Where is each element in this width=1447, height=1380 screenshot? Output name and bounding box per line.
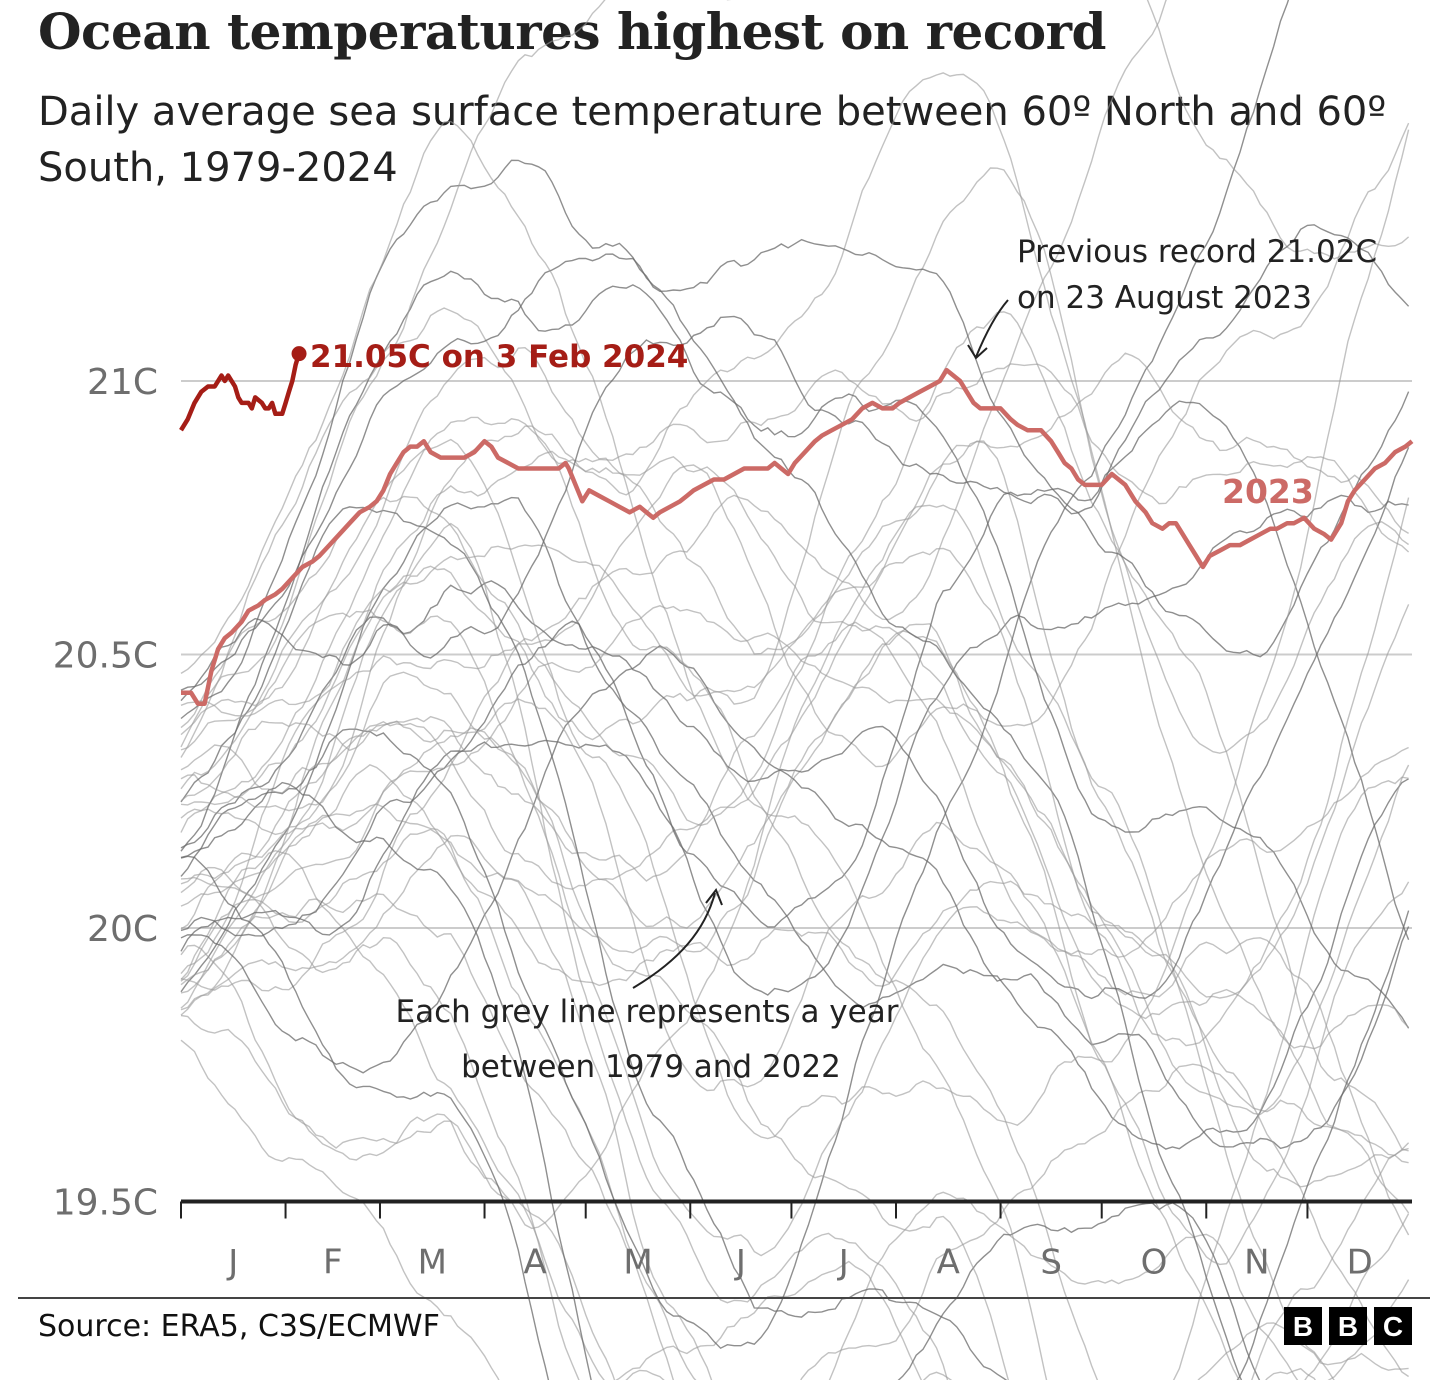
- bbc-logo-letter: B: [1329, 1307, 1367, 1345]
- series-line-2023: [181, 367, 1414, 706]
- bbc-logo-letter: B: [1284, 1307, 1322, 1345]
- historical-line: [180, 0, 1290, 1350]
- historical-line: [180, 0, 1167, 992]
- x-tick-label: J: [226, 1243, 238, 1283]
- y-tick-label: 20C: [87, 909, 158, 950]
- historical-line: [180, 781, 1410, 1380]
- historical-line: [180, 609, 1409, 1257]
- bbc-logo: B B C: [1284, 1307, 1412, 1345]
- historical-line: [180, 253, 1243, 1380]
- historical-line: [180, 120, 1409, 1380]
- arrow-previous-record-head: [967, 344, 988, 360]
- historical-line: [180, 698, 1240, 1380]
- x-tick-label: A: [937, 1243, 960, 1283]
- historical-line: [180, 671, 1010, 1380]
- y-tick-label: 19.5C: [53, 1183, 158, 1224]
- label-2023: 2023: [1222, 472, 1314, 511]
- historical-line: [180, 764, 1410, 1188]
- historical-line: [180, 855, 1261, 1380]
- historical-line: [180, 630, 1410, 1266]
- historical-line: [180, 1039, 1410, 1380]
- x-tick-label: M: [418, 1243, 447, 1283]
- historical-line: [180, 849, 665, 1380]
- historical-lines: [180, 0, 1410, 1380]
- annotation-previous-record-line1: Previous record 21.02C: [1017, 234, 1377, 270]
- x-tick-label: M: [623, 1243, 652, 1283]
- historical-line: [180, 506, 1008, 1380]
- arrow-previous-record: [975, 299, 1009, 358]
- x-tick-label: S: [1040, 1243, 1062, 1283]
- historical-line: [180, 866, 1409, 1380]
- record-point-2024: [291, 346, 307, 362]
- historical-line: [180, 623, 1410, 1116]
- historical-line: [180, 346, 1410, 1050]
- historical-line: [180, 522, 949, 1380]
- historical-line: [180, 893, 953, 1380]
- x-tick-label: J: [837, 1243, 849, 1283]
- x-tick-label: A: [523, 1243, 546, 1283]
- historical-line: [180, 803, 1410, 1380]
- historical-line: [180, 307, 1410, 758]
- historical-line: [180, 425, 1409, 1378]
- historical-line: [180, 400, 1410, 940]
- y-tick-label: 20.5C: [53, 636, 158, 677]
- series-line-2024: [179, 352, 302, 432]
- historical-line: [180, 122, 1410, 975]
- historical-line: [180, 834, 1409, 1380]
- y-axis-labels: 21C 20.5C 20C 19.5C: [53, 362, 158, 1224]
- arrow-grey-lines-head: [705, 887, 723, 906]
- y-tick-label: 21C: [87, 362, 158, 403]
- historical-line: [180, 224, 1410, 702]
- annotation-grey-lines-line1: Each grey line represents a year: [396, 994, 899, 1030]
- historical-line: [180, 72, 1410, 1214]
- chart-title: Ocean temperatures highest on record: [38, 2, 1106, 61]
- historical-line: [180, 311, 1409, 1152]
- historical-line: [180, 0, 1410, 748]
- annotation-2024-record: 21.05C on 3 Feb 2024: [310, 339, 688, 375]
- historical-line: [180, 1014, 1317, 1380]
- historical-line: [180, 497, 1410, 999]
- arrow-grey-lines: [632, 892, 716, 989]
- historical-line: [180, 416, 1409, 1380]
- highlight-lines: [179, 346, 1414, 706]
- source-note: Source: ERA5, C3S/ECMWF: [38, 1309, 440, 1344]
- historical-line: [180, 270, 1410, 1029]
- chart-subtitle: Daily average sea surface temperature be…: [38, 89, 1387, 191]
- x-tick-label: O: [1141, 1243, 1168, 1283]
- annotation-previous-record-line2: on 23 August 2023: [1017, 280, 1312, 316]
- historical-line: [180, 544, 1410, 1047]
- x-tick-label: N: [1244, 1243, 1269, 1283]
- historical-line: [180, 644, 1410, 1150]
- bbc-logo-letter: C: [1374, 1307, 1412, 1345]
- footer-divider: [18, 1297, 1430, 1299]
- x-tick-label: F: [323, 1243, 343, 1283]
- historical-line: [180, 504, 1335, 1380]
- annotation-grey-lines-line2: between 1979 and 2022: [461, 1049, 841, 1085]
- x-tick-label: J: [734, 1243, 746, 1283]
- historical-line: [180, 159, 1410, 720]
- x-tick-label: D: [1347, 1243, 1373, 1283]
